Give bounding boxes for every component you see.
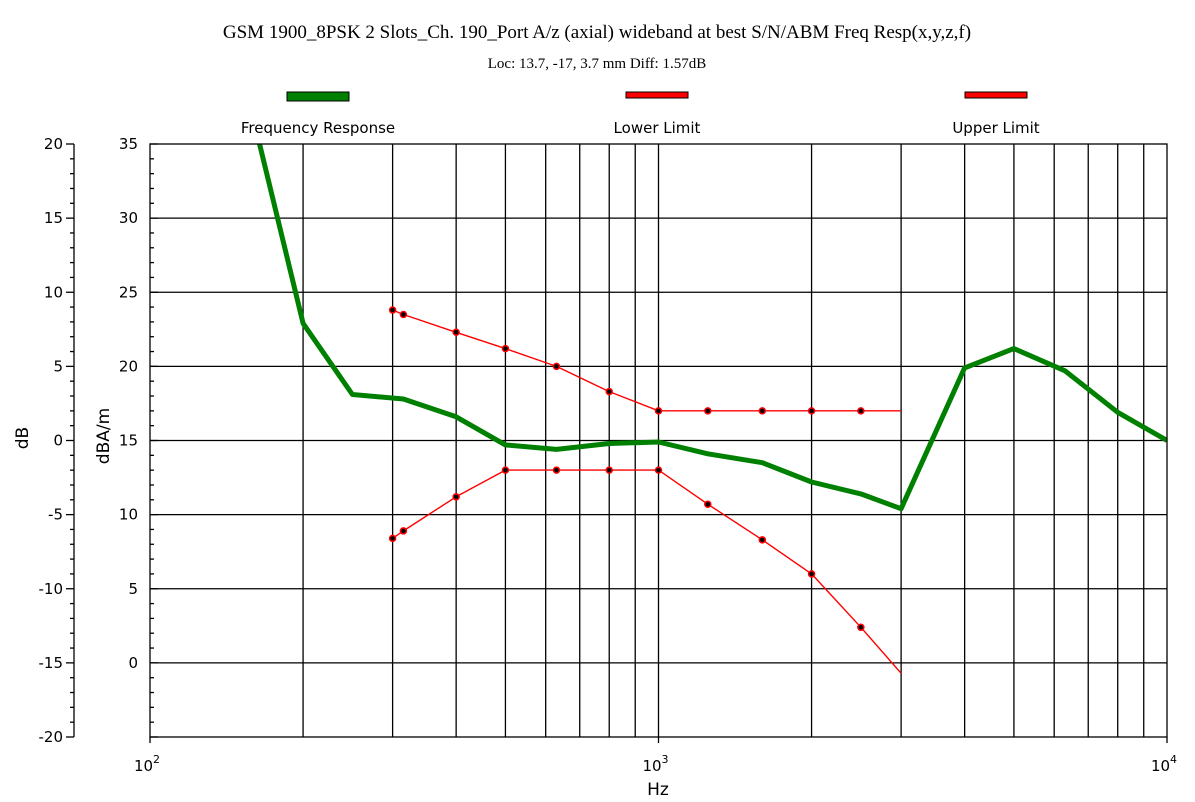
series-point: [807, 570, 816, 578]
left-axis: 20 15 10 5 0 -5 -10 -15 -20: [39, 135, 75, 746]
inner-tick-label: 0: [128, 654, 138, 672]
inner-tick-label: 15: [119, 432, 138, 450]
left-tick-label: -10: [39, 580, 64, 598]
series-point: [654, 407, 663, 415]
series-point: [552, 362, 561, 371]
left-tick-label: -20: [39, 728, 64, 746]
series-point: [704, 500, 712, 508]
inner-tick-label: 20: [119, 357, 138, 375]
x-axis-label: Hz: [647, 780, 669, 800]
legend-swatch: [964, 91, 1028, 99]
chart-title: GSM 1900_8PSK 2 Slots_Ch. 190_Port A/z (…: [223, 22, 971, 43]
legend-label: Upper Limit: [952, 119, 1039, 137]
series-point: [704, 407, 712, 415]
x-tick-label: 102: [134, 753, 160, 775]
x-axis: 102 103 104: [134, 737, 1177, 775]
chart-subtitle: Loc: 13.7, -17, 3.7 mm Diff: 1.57dB: [488, 56, 706, 72]
series-point: [501, 466, 510, 474]
series-point: [654, 466, 663, 474]
left-tick-label: 10: [44, 283, 63, 301]
inner-tick-label: 25: [119, 283, 138, 301]
series-point: [399, 527, 408, 535]
series-point: [758, 407, 767, 415]
inner-tick-label: 10: [119, 506, 138, 524]
left-tick-label: 15: [44, 209, 63, 227]
series-point: [388, 306, 397, 314]
left-tick-label: 0: [53, 432, 63, 450]
series-point: [857, 407, 865, 415]
legend-label: Frequency Response: [241, 119, 395, 137]
y-axis-label-left: dB: [13, 427, 33, 449]
series-point: [605, 387, 613, 396]
series-point: [552, 466, 561, 474]
plot-frame: [149, 143, 1168, 738]
series-group: [256, 144, 1167, 674]
series-point: [452, 328, 460, 337]
series-point: [388, 534, 397, 543]
legend-swatch: [286, 91, 350, 102]
left-tick-label: -15: [39, 654, 64, 672]
left-tick-label: -5: [48, 506, 63, 524]
left-tick-label: 5: [53, 357, 63, 375]
series-point: [857, 623, 865, 632]
series-point: [501, 344, 510, 353]
x-tick-label: 104: [1151, 753, 1177, 775]
series-point: [807, 407, 816, 415]
series-line: [392, 469, 902, 674]
series-line: [256, 144, 1167, 512]
y-axis-label-inner: dBA/m: [94, 408, 114, 464]
inner-tick-label: 30: [119, 209, 138, 227]
legend: Frequency Response Lower Limit Upper Limit: [241, 91, 1040, 137]
inner-tick-label: 35: [119, 135, 138, 153]
series-point: [452, 493, 460, 501]
grid: [150, 144, 1167, 737]
series-line: [392, 309, 902, 412]
series-point: [399, 310, 408, 319]
series-point: [758, 536, 767, 544]
inner-axis: 35 30 25 20 15 10 5 0: [119, 135, 158, 738]
legend-swatch: [625, 91, 689, 99]
inner-tick-label: 5: [128, 580, 138, 598]
series-point: [605, 466, 613, 474]
x-tick-label: 103: [642, 753, 668, 775]
left-tick-label: 20: [44, 135, 63, 153]
legend-label: Lower Limit: [614, 119, 701, 137]
